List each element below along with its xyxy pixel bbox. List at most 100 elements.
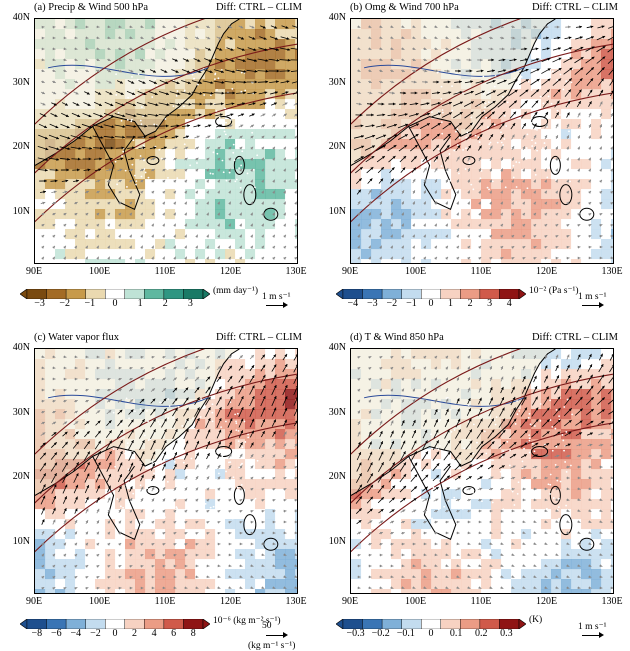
- field-cell: [591, 499, 602, 510]
- wind-vector: [434, 190, 438, 194]
- significance-dot: [463, 447, 466, 450]
- wind-vector: [195, 245, 199, 249]
- field-cell: [561, 99, 572, 110]
- field-cell: [285, 179, 296, 190]
- field-cell: [215, 259, 226, 263]
- field-cell: [255, 589, 266, 593]
- field-cell: [491, 559, 502, 570]
- island-outline: [233, 155, 245, 175]
- field-cell: [245, 169, 256, 180]
- field-cell: [601, 369, 612, 380]
- field-cell: [235, 379, 246, 390]
- field-cell: [195, 199, 206, 210]
- significance-dot: [431, 504, 433, 506]
- field-cell: [551, 219, 562, 230]
- significance-dot: [116, 498, 119, 500]
- wind-vector: [239, 564, 243, 568]
- field-cell: [591, 419, 602, 430]
- wind-vector: [497, 79, 507, 85]
- field-cell: [125, 519, 136, 530]
- field-cell: [75, 249, 86, 260]
- wind-vector: [162, 256, 165, 260]
- wind-vector: [162, 36, 166, 40]
- wind-vector: [379, 245, 383, 249]
- wind-vector: [239, 441, 243, 449]
- field-cell: [571, 19, 582, 30]
- wind-vector: [294, 431, 297, 437]
- field-cell: [531, 129, 542, 140]
- field-cell: [521, 529, 532, 540]
- wind-vector: [596, 35, 606, 41]
- significance-dot: [142, 492, 145, 495]
- field-cell: [45, 189, 56, 200]
- wind-vector: [294, 465, 297, 469]
- wind-vector: [294, 146, 297, 150]
- significance-dot: [146, 410, 148, 412]
- field-cell: [145, 199, 156, 210]
- wind-vector: [272, 465, 276, 469]
- wind-vector: [283, 488, 287, 491]
- field-cell: [65, 509, 76, 520]
- field-cell: [401, 589, 412, 593]
- field-cell: [571, 439, 582, 450]
- significance-dot: [437, 448, 440, 451]
- significance-dot: [458, 172, 460, 175]
- wind-vector: [566, 190, 570, 194]
- wind-vector: [574, 46, 584, 52]
- field-cell: [175, 559, 186, 570]
- wind-vector: [566, 146, 570, 150]
- wind-vector: [271, 407, 277, 417]
- wind-vector: [217, 157, 221, 161]
- field-cell: [275, 359, 286, 370]
- field-cell: [351, 579, 362, 590]
- field-cell: [125, 149, 136, 160]
- field-cell: [571, 209, 582, 220]
- field-cell: [235, 519, 246, 530]
- wind-vector: [117, 168, 123, 172]
- significance-dot: [243, 114, 246, 117]
- significance-dot: [112, 411, 115, 414]
- field-cell: [105, 189, 116, 200]
- wind-vector: [271, 113, 277, 117]
- field-cell: [391, 139, 402, 150]
- wind-vector: [555, 190, 559, 194]
- field-cell: [591, 79, 602, 90]
- field-cell: [601, 579, 612, 590]
- field-cell: [255, 469, 266, 480]
- wind-vector: [63, 36, 67, 40]
- significance-dot: [232, 151, 235, 154]
- wind-vector: [173, 36, 177, 40]
- field-cell: [75, 519, 86, 530]
- wind-vector: [533, 157, 537, 161]
- coastline: [35, 19, 240, 166]
- field-cell: [95, 259, 106, 263]
- field-cell: [521, 149, 532, 160]
- significance-dot: [237, 429, 240, 432]
- wind-vector: [599, 168, 603, 172]
- field-cell: [75, 169, 86, 180]
- field-cell: [601, 409, 612, 420]
- field-cell: [471, 569, 482, 580]
- field-cell: [115, 249, 126, 260]
- field-cell: [255, 499, 266, 510]
- wind-vector: [610, 201, 613, 205]
- wind-vector: [140, 223, 144, 227]
- significance-dot: [541, 111, 544, 114]
- wind-vector: [489, 245, 493, 249]
- wind-vector: [610, 146, 613, 150]
- wind-vector: [294, 212, 297, 216]
- field-cell: [611, 89, 613, 100]
- wind-vector: [368, 223, 372, 227]
- wind-vector: [410, 91, 418, 95]
- significance-dot: [437, 410, 440, 413]
- field-cell: [235, 159, 246, 170]
- wind-vector: [84, 430, 90, 438]
- wind-vector: [541, 78, 551, 86]
- field-cell: [275, 109, 286, 120]
- wind-vector: [107, 576, 111, 579]
- significance-dot: [550, 102, 553, 105]
- wind-vector: [368, 200, 372, 206]
- field-cell: [255, 119, 266, 130]
- wind-vector: [107, 542, 111, 546]
- wind-vector: [173, 543, 177, 546]
